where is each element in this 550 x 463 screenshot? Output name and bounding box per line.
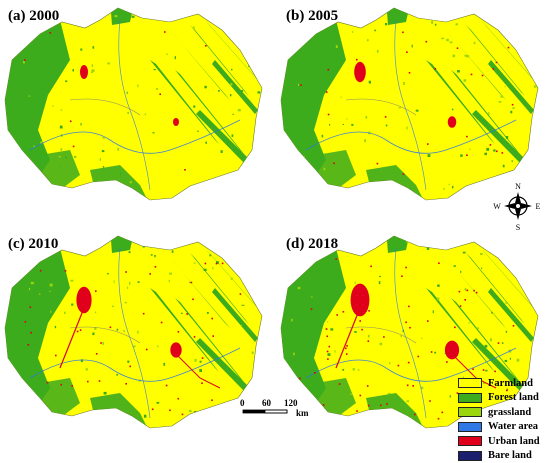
legend-swatch bbox=[458, 393, 482, 403]
legend-item-forest-land: Forest land bbox=[458, 391, 548, 406]
legend-label: Forest land bbox=[488, 392, 539, 403]
legend-swatch bbox=[458, 407, 482, 417]
legend-label: Farmland bbox=[488, 378, 533, 389]
panel-title-2018: (d) 2018 bbox=[286, 236, 338, 253]
compass-e-label: E bbox=[536, 202, 541, 211]
panel-title-2005: (b) 2005 bbox=[286, 8, 338, 25]
legend-item-bare-land: Bare land bbox=[458, 449, 548, 463]
legend-swatch bbox=[458, 451, 482, 461]
land-use-map-2000 bbox=[0, 0, 262, 205]
compass-w-label: W bbox=[493, 202, 501, 211]
scale-bar bbox=[243, 410, 287, 413]
legend-item-water-area: Water area bbox=[458, 420, 548, 435]
legend-swatch bbox=[458, 378, 482, 388]
legend-item-farmland: Farmland bbox=[458, 376, 548, 391]
legend: Farmland Forest land grassland Water are… bbox=[458, 376, 548, 463]
legend-item-grassland: grassland bbox=[458, 405, 548, 420]
legend-label: Water area bbox=[488, 421, 538, 432]
scale-tick-0: 0 bbox=[240, 398, 245, 408]
scale-tick-120: 120 bbox=[284, 398, 298, 408]
legend-label: Urban land bbox=[488, 436, 540, 447]
panel-title-2010: (c) 2010 bbox=[8, 236, 58, 253]
legend-label: Bare land bbox=[488, 450, 532, 461]
panel-title-2000: (a) 2000 bbox=[8, 8, 59, 25]
scale-tick-60: 60 bbox=[262, 398, 271, 408]
land-use-map-2010 bbox=[0, 228, 262, 433]
scale-unit: km bbox=[296, 408, 309, 418]
legend-item-urban-land: Urban land bbox=[458, 434, 548, 449]
legend-swatch bbox=[458, 422, 482, 432]
compass-s-label: S bbox=[516, 223, 520, 232]
land-use-map-2005 bbox=[276, 0, 538, 205]
compass-n-label: N bbox=[515, 182, 521, 191]
legend-label: grassland bbox=[488, 407, 531, 418]
legend-swatch bbox=[458, 436, 482, 446]
compass-icon: N S E W bbox=[493, 182, 540, 232]
